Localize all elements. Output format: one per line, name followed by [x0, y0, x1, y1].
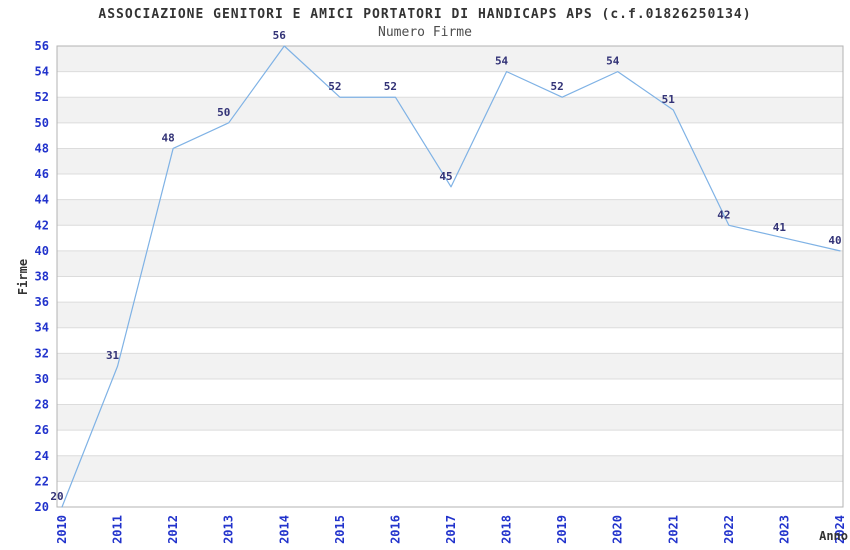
y-tick-label: 24 — [35, 449, 49, 463]
plot-band — [57, 404, 843, 431]
x-tick-label: 2014 — [277, 515, 291, 544]
x-tick-label: 2015 — [333, 515, 347, 544]
y-tick-label: 46 — [35, 167, 49, 181]
x-tick-label: 2011 — [111, 515, 125, 544]
plot-border — [56, 45, 844, 508]
y-tick-label: 30 — [35, 372, 49, 386]
x-tick-label: 2020 — [611, 515, 625, 544]
y-tick-label: 56 — [35, 39, 49, 53]
plot-band — [57, 302, 843, 328]
x-tick-label: 2024 — [833, 515, 847, 544]
y-tick-label: 50 — [35, 116, 49, 130]
y-tick-label: 52 — [35, 90, 49, 104]
x-tick-label: 2021 — [666, 515, 680, 544]
plot-band — [57, 455, 843, 482]
data-point-label: 56 — [273, 29, 287, 42]
chart-subtitle: Numero Firme — [378, 25, 472, 40]
data-line — [61, 45, 841, 508]
x-tick-label: 2017 — [444, 515, 458, 544]
y-tick-label: 34 — [35, 321, 49, 335]
data-point-label: 52 — [551, 80, 564, 93]
y-tick-label: 36 — [35, 295, 49, 309]
data-point-label: 51 — [662, 93, 676, 106]
data-point-label: 52 — [328, 80, 341, 93]
x-tick-label: 2012 — [166, 515, 180, 544]
x-tick-label: 2016 — [388, 515, 402, 544]
y-tick-label: 32 — [35, 346, 49, 360]
data-point-label: 20 — [50, 490, 63, 503]
x-axis-title: Anno — [819, 529, 848, 543]
y-tick-label: 42 — [35, 218, 49, 232]
data-point-label: 40 — [828, 234, 841, 247]
x-tick-label: 2022 — [722, 515, 736, 544]
x-tick-label: 2019 — [555, 515, 569, 544]
y-tick-label: 22 — [35, 474, 49, 488]
data-point-label: 41 — [773, 221, 787, 234]
plot-band — [57, 199, 843, 226]
y-tick-label: 28 — [35, 398, 49, 412]
plot-band — [57, 97, 843, 123]
x-tick-label: 2010 — [55, 515, 69, 544]
data-point-label: 42 — [717, 208, 730, 221]
y-tick-label: 54 — [35, 65, 49, 79]
data-point-label: 54 — [606, 55, 620, 68]
data-point-label: 52 — [384, 80, 397, 93]
data-point-label: 31 — [106, 349, 120, 362]
data-point-label: 48 — [162, 131, 175, 144]
data-point-label: 50 — [217, 106, 230, 119]
y-tick-label: 44 — [35, 193, 49, 207]
x-tick-label: 2013 — [222, 515, 236, 544]
plot-band — [57, 46, 843, 72]
y-tick-label: 26 — [35, 423, 49, 437]
y-axis-title: Firme — [16, 258, 30, 296]
page-title: ASSOCIAZIONE GENITORI E AMICI PORTATORI … — [98, 7, 752, 22]
y-tick-label: 48 — [35, 141, 49, 155]
data-point-label: 54 — [495, 55, 509, 68]
plot-band — [57, 148, 843, 175]
y-tick-label: 38 — [35, 270, 49, 284]
plot-band — [57, 250, 843, 277]
data-point-label: 45 — [439, 170, 452, 183]
plot-band — [57, 353, 843, 379]
x-tick-label: 2018 — [500, 515, 514, 544]
y-tick-label: 40 — [35, 244, 49, 258]
y-tick-label: 20 — [35, 500, 49, 514]
x-tick-label: 2023 — [777, 515, 791, 544]
